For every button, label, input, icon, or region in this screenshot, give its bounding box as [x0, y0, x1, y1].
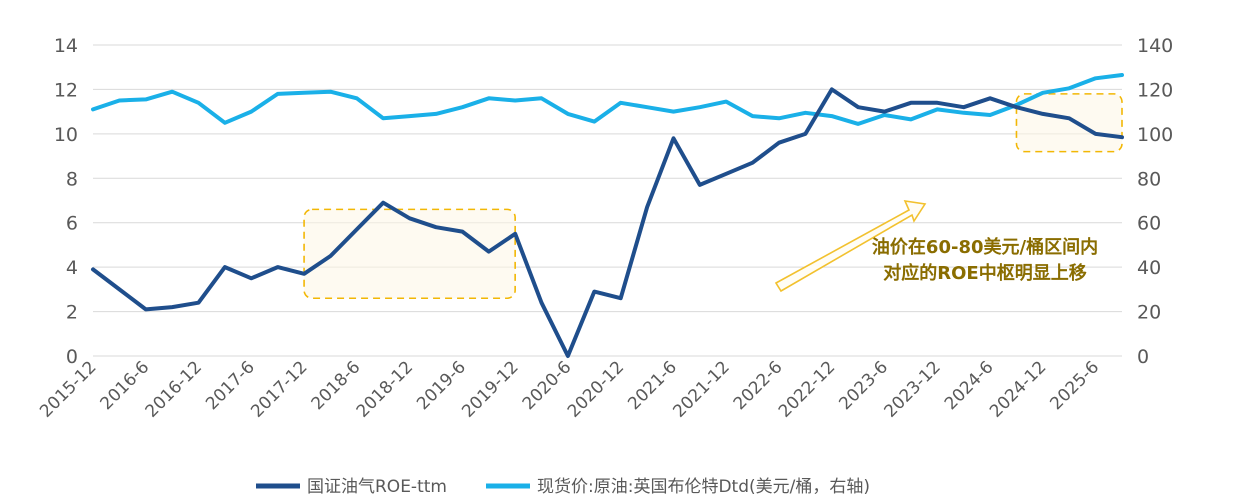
left-tick-label: 14 [54, 35, 78, 57]
right-tick-label: 20 [1137, 302, 1161, 324]
left-tick-label: 2 [66, 302, 78, 324]
series-line-brent [91, 73, 1124, 126]
x-tick-label: 2022-12 [775, 357, 839, 421]
series-line-roe [91, 87, 1124, 358]
series-lines [91, 73, 1124, 358]
legend-label-brent: 现货价:原油:英国布伦特Dtd(美元/桶，右轴) [537, 477, 870, 497]
x-tick-label: 2018-12 [353, 357, 417, 421]
left-tick-label: 10 [54, 124, 78, 146]
gridlines [93, 44, 1122, 357]
left-axis-ticks: 0 2 4 6 8 10 12 14 [54, 35, 78, 368]
x-tick-label: 2023-12 [880, 357, 944, 421]
right-tick-label: 60 [1137, 213, 1161, 235]
x-axis-ticks: 2015-122016-62016-122017-62017-122018-62… [36, 357, 1103, 421]
highlight-box [303, 208, 516, 300]
x-tick-label: 2024-12 [986, 357, 1050, 421]
left-tick-label: 0 [66, 346, 78, 368]
legend-label-roe: 国证油气ROE-ttm [307, 477, 447, 497]
legend: 国证油气ROE-ttm 现货价:原油:英国布伦特Dtd(美元/桶，右轴) [256, 477, 870, 497]
left-tick-label: 8 [66, 168, 78, 190]
x-tick-label: 2020-12 [564, 357, 628, 421]
x-tick-label: 2019-12 [458, 357, 522, 421]
x-tick-label: 2017-12 [247, 357, 311, 421]
right-tick-label: 140 [1137, 35, 1173, 57]
annotation-line-2: 对应的ROE中枢明显上移 [883, 262, 1086, 284]
right-tick-label: 40 [1137, 257, 1161, 279]
right-axis-ticks: 0 20 40 60 80 100 120 140 [1137, 35, 1173, 368]
x-tick-label: 2016-12 [142, 357, 206, 421]
right-tick-label: 100 [1137, 124, 1173, 146]
x-tick-label: 2021-12 [669, 357, 733, 421]
trend-arrow-icon [774, 199, 927, 293]
left-tick-label: 12 [54, 79, 78, 101]
annotation-line-1: 油价在60-80美元/桶区间内 [872, 236, 1098, 258]
left-tick-label: 4 [66, 257, 78, 279]
right-tick-label: 80 [1137, 168, 1161, 190]
highlight-box [1015, 93, 1123, 153]
x-tick-label: 2025-6 [1046, 357, 1103, 414]
left-tick-label: 6 [66, 213, 78, 235]
right-tick-label: 120 [1137, 79, 1173, 101]
right-tick-label: 0 [1137, 346, 1149, 368]
